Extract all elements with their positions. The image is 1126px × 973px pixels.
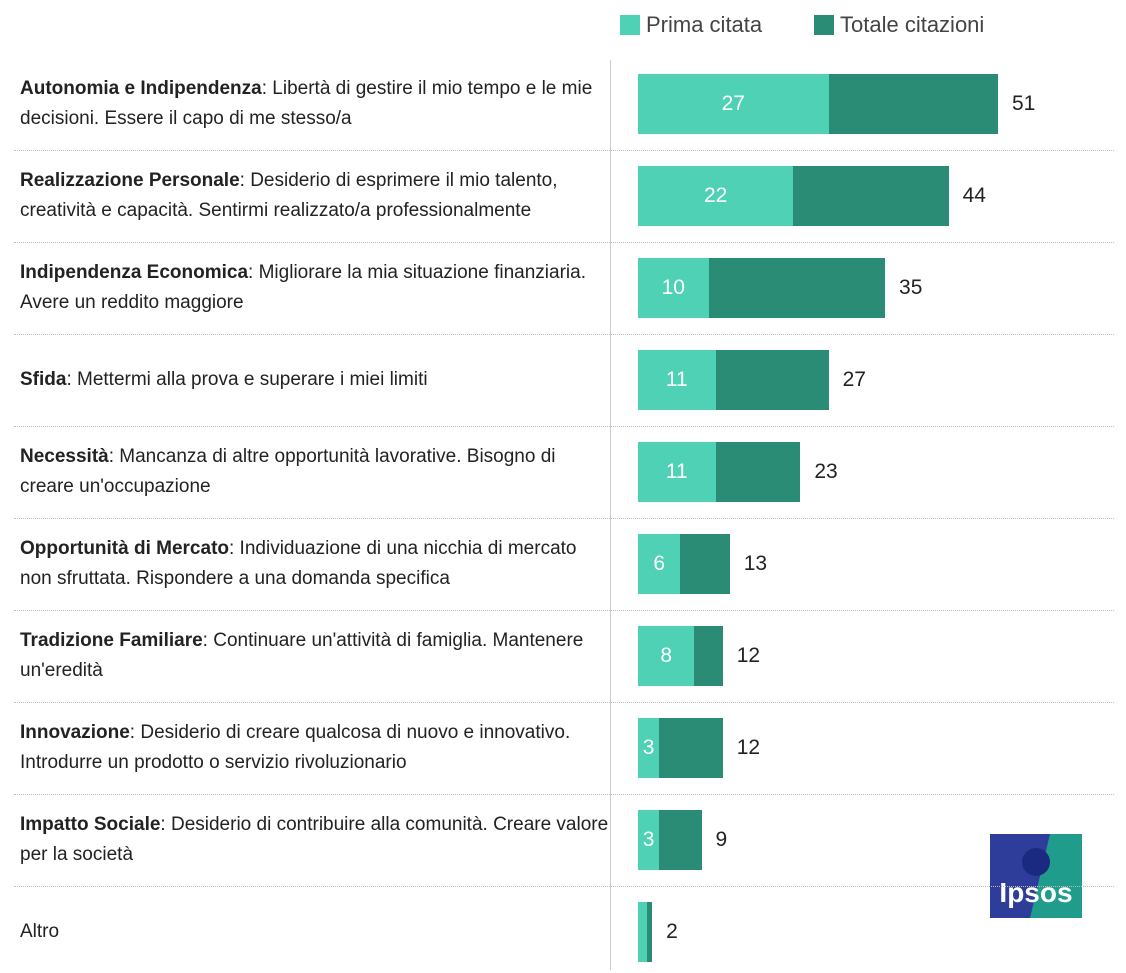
category-title: Tradizione Familiare bbox=[20, 630, 203, 651]
row-separator bbox=[14, 150, 1114, 151]
data-label: 8 bbox=[660, 644, 673, 667]
legend-label: Prima citata bbox=[646, 12, 763, 37]
bar bbox=[638, 534, 681, 594]
data-label: 9 bbox=[715, 828, 728, 851]
category-label: Opportunità di Mercato: Individuazione d… bbox=[20, 520, 610, 608]
data-label: 44 bbox=[962, 184, 986, 207]
category-text: Altro bbox=[20, 917, 59, 947]
category-text: Indipendenza Economica: Migliorare la mi… bbox=[20, 258, 610, 318]
row-separator bbox=[14, 794, 1114, 795]
category-title: Opportunità di Mercato bbox=[20, 538, 229, 559]
data-label: 11 bbox=[665, 460, 688, 483]
category-title: Realizzazione Personale bbox=[20, 170, 240, 191]
category-text: Impatto Sociale: Desiderio di contribuir… bbox=[20, 810, 610, 870]
divider bbox=[610, 60, 611, 970]
category-label: Altro bbox=[20, 888, 610, 973]
category-description: : Mettermi alla prova e superare i miei … bbox=[66, 369, 428, 390]
legend-item: Totale citazioni bbox=[814, 12, 984, 38]
data-label: 12 bbox=[736, 736, 761, 759]
category-label: Autonomia e Indipendenza: Libertà di ges… bbox=[20, 60, 610, 148]
row-separator bbox=[14, 610, 1114, 611]
category-label: Realizzazione Personale: Desiderio di es… bbox=[20, 152, 610, 240]
bar bbox=[638, 350, 716, 410]
bar bbox=[638, 442, 716, 502]
bar bbox=[638, 718, 660, 778]
logo-text: Ipsos bbox=[999, 877, 1072, 908]
data-label: 22 bbox=[703, 184, 728, 207]
category-description: : Continuare un'attività di famiglia. Ma… bbox=[20, 630, 584, 681]
bar bbox=[638, 902, 648, 962]
category-description: : Desiderio di esprimere il mio talento,… bbox=[20, 170, 558, 221]
category-description: : Mancanza di altre opportunità lavorati… bbox=[20, 446, 556, 497]
category-label: Impatto Sociale: Desiderio di contribuir… bbox=[20, 796, 610, 884]
data-label: 10 bbox=[661, 276, 685, 299]
category-label: Sfida: Mettermi alla prova e superare i … bbox=[20, 336, 610, 424]
bar bbox=[638, 258, 709, 318]
category-text: Innovazione: Desiderio di creare qualcos… bbox=[20, 718, 610, 778]
data-label: 6 bbox=[653, 552, 666, 575]
category-description: : Libertà di gestire il mio tempo e le m… bbox=[20, 78, 593, 129]
row-separator bbox=[14, 426, 1114, 427]
category-title: Impatto Sociale bbox=[20, 814, 161, 835]
bar bbox=[638, 166, 794, 226]
category-text: Autonomia e Indipendenza: Libertà di ges… bbox=[20, 74, 610, 134]
category-title: Necessità bbox=[20, 446, 109, 467]
category-title: Sfida bbox=[20, 369, 67, 390]
category-title: Innovazione bbox=[20, 722, 130, 743]
category-text: Tradizione Familiare: Continuare un'atti… bbox=[20, 626, 610, 686]
category-description: : Individuazione di una nicchia di merca… bbox=[20, 538, 577, 589]
legend-label: Totale citazioni bbox=[840, 12, 985, 37]
category-text: Opportunità di Mercato: Individuazione d… bbox=[20, 534, 610, 594]
row-separator bbox=[14, 334, 1114, 335]
data-label: 35 bbox=[899, 276, 923, 299]
data-label: 27 bbox=[842, 368, 866, 391]
data-label: 3 bbox=[642, 736, 655, 759]
data-label: 27 bbox=[721, 92, 745, 115]
category-label: Indipendenza Economica: Migliorare la mi… bbox=[20, 244, 610, 332]
category-label: Tradizione Familiare: Continuare un'atti… bbox=[20, 612, 610, 700]
category-text: Realizzazione Personale: Desiderio di es… bbox=[20, 166, 610, 226]
row-separator bbox=[14, 242, 1114, 243]
category-label: Innovazione: Desiderio di creare qualcos… bbox=[20, 704, 610, 792]
category-description: : Migliorare la mia situazione finanziar… bbox=[20, 262, 586, 313]
data-label: 23 bbox=[814, 460, 838, 483]
legend-item: Prima citata bbox=[620, 12, 762, 38]
row-separator bbox=[14, 702, 1114, 703]
bar bbox=[638, 626, 695, 686]
row-separator bbox=[14, 518, 1114, 519]
legend-swatch bbox=[620, 15, 640, 35]
category-description: Altro bbox=[20, 921, 60, 942]
data-label: 3 bbox=[642, 828, 655, 851]
logo: Ipsos bbox=[990, 834, 1082, 918]
legend-swatch bbox=[814, 15, 834, 35]
data-label: 2 bbox=[666, 920, 678, 943]
category-description: : Desiderio di creare qualcosa di nuovo … bbox=[20, 722, 571, 773]
data-label: 13 bbox=[743, 552, 768, 575]
data-label: 12 bbox=[736, 644, 761, 667]
bar bbox=[638, 810, 660, 870]
row-separator bbox=[14, 886, 1114, 887]
category-text: Sfida: Mettermi alla prova e superare i … bbox=[20, 365, 428, 395]
category-label: Necessità: Mancanza di altre opportunità… bbox=[20, 428, 610, 516]
bar bbox=[638, 74, 829, 134]
data-label: 11 bbox=[665, 368, 688, 391]
category-description: : Desiderio di contribuire alla comunità… bbox=[20, 814, 609, 865]
category-title: Autonomia e Indipendenza bbox=[20, 78, 262, 99]
category-text: Necessità: Mancanza di altre opportunità… bbox=[20, 442, 610, 502]
category-title: Indipendenza Economica bbox=[20, 262, 249, 283]
data-label: 51 bbox=[1012, 92, 1036, 115]
